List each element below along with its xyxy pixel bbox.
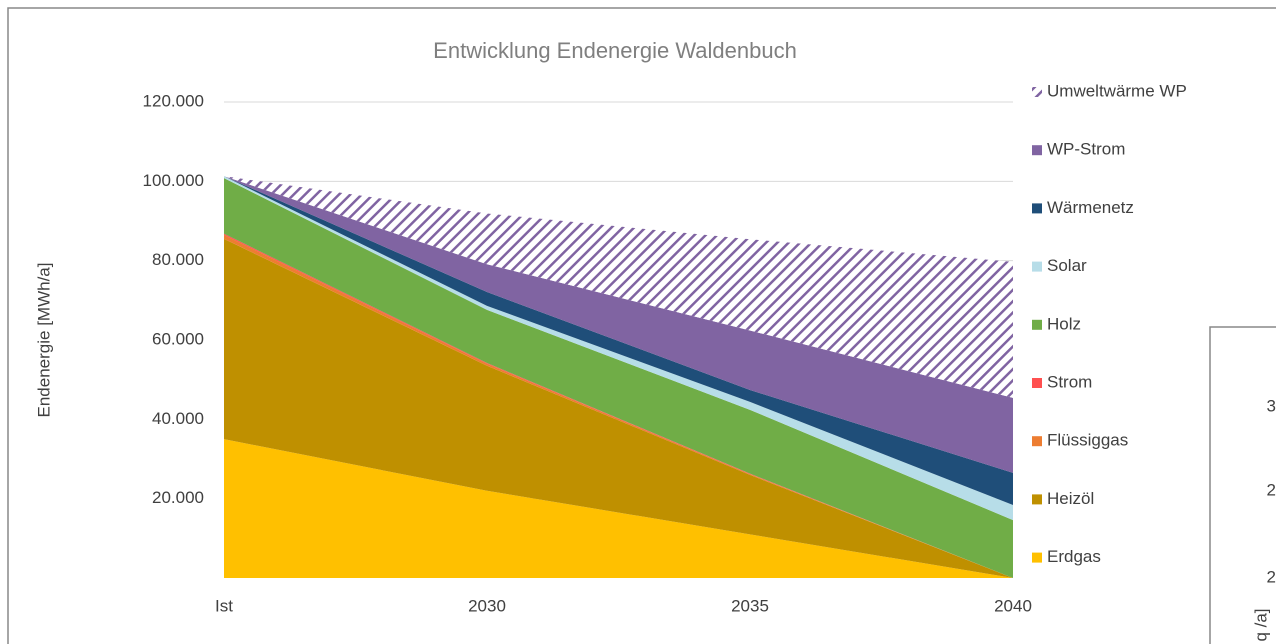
x-tick-label: Ist	[215, 596, 233, 615]
overlay-frame	[1209, 326, 1276, 644]
plot-area: 20.000 40.000 60.000 80.000 100.000 120.000 Is…	[143, 91, 1032, 615]
legend-label: Flüssiggas	[1047, 431, 1128, 450]
legend-label: Solar	[1047, 256, 1087, 275]
legend-swatch	[1032, 203, 1042, 214]
legend-item: Umweltwärme WP	[1032, 81, 1187, 100]
legend-item: Solar	[1032, 256, 1087, 275]
y-tick-label: 40.000	[152, 409, 204, 428]
y-tick-label: 80.000	[152, 250, 204, 269]
legend-swatch	[1032, 261, 1042, 272]
overlay-tick-label: 2	[1267, 480, 1276, 499]
y-tick-label: 120.000	[143, 91, 204, 110]
legend-swatch	[1032, 436, 1042, 447]
overlay-tick-label: 2	[1267, 567, 1276, 586]
legend-label: Erdgas	[1047, 547, 1101, 566]
area	[224, 178, 1013, 578]
legend-label: Wärmenetz	[1047, 198, 1134, 217]
area	[224, 176, 1013, 521]
x-tick-label: 2030	[468, 596, 506, 615]
legend-swatch	[1032, 378, 1042, 388]
overlay-chart: 3 2 2 q /a]	[1209, 326, 1276, 644]
legend-label: WP-Strom	[1047, 140, 1125, 159]
x-tick-label: 2035	[731, 596, 769, 615]
legend-item: Flüssiggas	[1032, 431, 1128, 450]
legend-label: Umweltwärme WP	[1047, 81, 1187, 100]
legend-swatch	[1032, 319, 1042, 330]
overlay-tick-label: 3	[1267, 396, 1276, 415]
area	[224, 439, 1013, 578]
y-tick-label: 100.000	[143, 171, 204, 190]
y-axis-label: Endenergie [MWh/a]	[34, 263, 53, 418]
legend-swatch	[1032, 552, 1042, 563]
x-tick-label: 2040	[994, 596, 1032, 615]
area	[224, 176, 1013, 473]
y-tick-label: 20.000	[152, 488, 204, 507]
area	[224, 176, 1013, 506]
legend-label: Heizöl	[1047, 489, 1094, 508]
legend: Erdgas Heizöl Flüssiggas Strom Holz Solar Wärm…	[1032, 81, 1187, 566]
overlay-y-label: q /a]	[1251, 608, 1270, 641]
legend-swatch	[1032, 87, 1042, 97]
legend-swatch	[1032, 145, 1042, 156]
chart-title: Entwicklung Endenergie Waldenbuch	[433, 38, 797, 63]
legend-item: WP-Strom	[1032, 140, 1125, 159]
legend-swatch	[1032, 494, 1042, 505]
legend-label: Strom	[1047, 372, 1092, 391]
legend-item: Heizöl	[1032, 489, 1094, 508]
area	[224, 176, 1013, 398]
y-tick-label: 60.000	[152, 329, 204, 348]
legend-item: Erdgas	[1032, 547, 1101, 566]
legend-item: Holz	[1032, 314, 1081, 333]
area	[224, 238, 1013, 578]
legend-item: Strom	[1032, 372, 1092, 391]
legend-item: Wärmenetz	[1032, 198, 1134, 217]
legend-label: Holz	[1047, 314, 1081, 333]
